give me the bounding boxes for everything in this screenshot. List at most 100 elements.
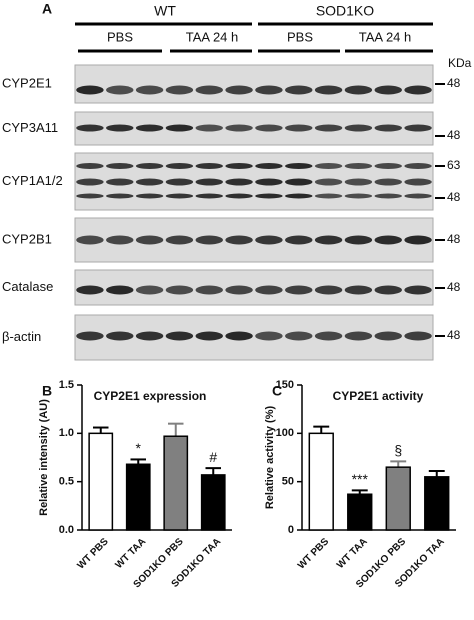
bar xyxy=(200,474,226,531)
panel-letter: B xyxy=(42,383,52,399)
blot-band xyxy=(285,331,313,341)
bar xyxy=(347,493,373,531)
panel-letter: C xyxy=(272,383,282,399)
blot-band xyxy=(165,193,194,199)
blot-band xyxy=(255,124,283,132)
blot-band xyxy=(106,124,134,132)
significance-mark: * xyxy=(136,440,142,456)
blot-band xyxy=(344,85,373,95)
blot-band xyxy=(314,124,343,132)
blot-band xyxy=(404,124,432,132)
bar xyxy=(308,432,334,531)
bar xyxy=(163,435,189,531)
blot-band xyxy=(225,235,253,245)
bar xyxy=(385,466,411,531)
marker-label: 48 xyxy=(447,232,461,246)
treatment-label: PBS xyxy=(107,29,133,44)
blot-band xyxy=(314,85,343,95)
marker-label: 48 xyxy=(447,128,461,142)
blot-membrane xyxy=(74,152,434,211)
blot-band xyxy=(404,85,432,95)
blot-band xyxy=(135,331,164,341)
y-tick-label: 1.0 xyxy=(59,427,74,439)
blot-band xyxy=(135,163,164,169)
blot-label: CYP2B1 xyxy=(2,231,52,246)
blot-band xyxy=(135,285,164,295)
blot-band xyxy=(374,331,402,341)
blot-band xyxy=(106,193,134,199)
blot-band xyxy=(76,163,104,169)
blot-band xyxy=(404,163,432,169)
blot-band xyxy=(255,178,283,186)
blot-band xyxy=(76,331,104,341)
blot-label: β-actin xyxy=(2,329,41,344)
blot-band xyxy=(314,285,343,295)
treatment-label: PBS xyxy=(287,29,313,44)
blot-band xyxy=(225,124,253,132)
blot-band xyxy=(285,235,313,245)
blot-band xyxy=(285,163,313,169)
blot-band xyxy=(255,193,283,199)
blot-band xyxy=(106,163,134,169)
blot-band xyxy=(165,285,194,295)
blot-band xyxy=(106,85,134,95)
blot-label: CYP3A11 xyxy=(2,120,58,135)
blot-band xyxy=(344,235,373,245)
y-tick-label: 0 xyxy=(288,524,294,536)
blot-band xyxy=(255,285,283,295)
chart-title: CYP2E1 activity xyxy=(333,389,424,403)
blot-band xyxy=(344,331,373,341)
x-tick-label: WT PBS xyxy=(75,536,111,572)
blot-label: Catalase xyxy=(2,279,53,294)
y-tick-label: 150 xyxy=(276,379,294,391)
blot-band xyxy=(404,178,432,186)
blot-band xyxy=(314,193,343,199)
blot-band xyxy=(195,285,223,295)
blot-band xyxy=(344,124,373,132)
blot-membrane xyxy=(74,269,434,306)
blot-band xyxy=(344,285,373,295)
blot-band xyxy=(225,85,253,95)
blot-band xyxy=(135,193,164,199)
blot-band xyxy=(76,285,104,295)
blot-band xyxy=(195,85,223,95)
blot-band xyxy=(255,85,283,95)
blot-band xyxy=(344,193,373,199)
group-label: SOD1KO xyxy=(316,3,374,19)
blot-band xyxy=(404,193,432,199)
blot-band xyxy=(374,85,402,95)
blot-band xyxy=(344,163,373,169)
blot-band xyxy=(225,163,253,169)
chart-title: CYP2E1 expression xyxy=(94,389,207,403)
blot-band xyxy=(195,163,223,169)
blot-band xyxy=(165,124,194,132)
blot-band xyxy=(76,193,104,199)
blot-membrane xyxy=(74,111,434,146)
blot-band xyxy=(195,178,223,186)
bar xyxy=(125,463,151,531)
blot-band xyxy=(76,124,104,132)
blot-membrane xyxy=(74,217,434,263)
y-tick-label: 0.5 xyxy=(59,476,74,488)
blot-band xyxy=(404,285,432,295)
y-tick-label: 1.5 xyxy=(59,379,74,391)
x-tick-label: WT PBS xyxy=(296,536,332,572)
blot-band xyxy=(225,285,253,295)
blot-band xyxy=(285,85,313,95)
blot-membrane xyxy=(74,314,434,361)
marker-label: 63 xyxy=(447,158,461,172)
bar xyxy=(88,432,114,531)
blot-band xyxy=(255,163,283,169)
blot-label: CYP1A1/2 xyxy=(2,173,63,188)
blot-band xyxy=(135,85,164,95)
blot-band xyxy=(76,85,104,95)
marker-label: 48 xyxy=(447,190,461,204)
blot-band xyxy=(374,178,402,186)
blot-band xyxy=(106,331,134,341)
blot-band xyxy=(285,124,313,132)
blot-band xyxy=(314,178,343,186)
blot-band xyxy=(165,178,194,186)
blot-band xyxy=(374,285,402,295)
blot-band xyxy=(404,235,432,245)
